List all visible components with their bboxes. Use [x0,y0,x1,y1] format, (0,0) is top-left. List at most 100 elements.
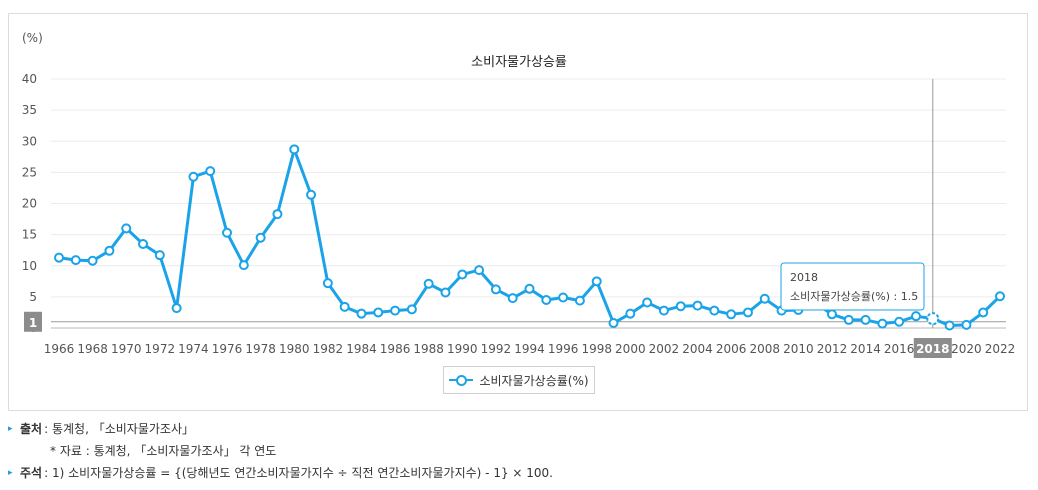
bullet-icon: ▸ [8,468,13,478]
data-point [255,232,266,243]
x-tick-label: 1992 [481,342,512,356]
tooltip-value: 소비자물가상승률(%) : 1.5 [790,290,918,303]
data-point [205,166,216,177]
data-point [222,227,233,238]
data-point [272,209,283,220]
source-text: : 통계청, 「소비자물가조사」 [44,422,194,436]
x-tick-label: 1988 [413,342,444,356]
data-point [574,295,585,306]
x-tick-label: 1994 [514,342,545,356]
x-tick-label: 1966 [44,342,75,356]
y-tick-label: 15 [22,228,37,242]
chart-notes: ▸ 출처 : 통계청, 「소비자물가조사」 * 자료 : 통계청, 「소비자물가… [8,418,553,484]
y-tick-label: 35 [22,103,37,117]
data-point [709,305,720,316]
data-point [322,278,333,289]
y-tick-label: 10 [22,259,37,273]
data-point [642,297,653,308]
x-tick-label: 2020 [951,342,982,356]
x-tick-label: 1976 [212,342,243,356]
data-point [490,284,501,295]
data-point [440,287,451,298]
data-point [188,171,199,182]
tooltip-box [780,262,925,311]
data-point [961,319,972,330]
x-tick-label: 1974 [178,342,209,356]
data-point [507,293,518,304]
data-point [926,312,940,326]
data-point [726,309,737,320]
highlight-year-badge [913,338,952,358]
reference-line-badge [24,311,42,332]
data-point [877,318,888,329]
chart-legend[interactable]: 소비자물가상승률(%) [443,366,595,394]
y-tick-label: 5 [29,290,37,304]
bullet-icon: ▸ [8,424,13,434]
data-point [356,308,367,319]
x-tick-label: 1980 [279,342,310,356]
x-tick-label: 1984 [346,342,377,356]
x-tick-label: 2008 [749,342,780,356]
data-point [390,305,401,316]
y-tick-label: 40 [22,72,37,86]
x-tick-label: 2006 [716,342,747,356]
data-point [608,318,619,329]
data-point [742,307,753,318]
data-point [978,307,989,318]
x-tick-label: 1970 [111,342,142,356]
data-point [171,303,182,314]
x-tick-label: 2012 [817,342,848,356]
data-point [104,245,115,256]
data-point [423,278,434,289]
data-point [524,283,535,294]
data-point [339,301,350,312]
source-note: ▸ 출처 : 통계청, 「소비자물가조사」 [8,418,553,440]
data-point [675,301,686,312]
data-point [54,252,64,263]
data-point [894,316,905,327]
reference-line-label: 1 [29,316,37,330]
data-point [289,144,300,155]
x-tick-label: 2022 [985,342,1016,356]
material-text: * 자료 : 통계청, 「소비자물가조사」 각 연도 [50,444,277,458]
y-tick-label: 25 [22,165,37,179]
x-tick-label: 1986 [380,342,411,356]
data-point [692,300,703,311]
data-point [843,314,854,325]
data-point [558,292,569,303]
legend-line-marker-icon [449,374,474,386]
footnote-key: 주석 [20,466,43,480]
y-tick-label: 20 [22,197,37,211]
data-point [70,255,81,266]
x-tick-label: 1990 [447,342,478,356]
data-point [860,314,871,325]
y-axis-unit: (%) [22,31,43,45]
x-tick-label: 1982 [313,342,344,356]
data-point [138,238,149,249]
data-point [154,250,165,261]
data-point [625,308,636,319]
x-tick-label: 2002 [649,342,680,356]
x-tick-label: 2014 [850,342,881,356]
x-tick-label: 2018 [916,342,949,356]
legend-label: 소비자물가상승률(%) [479,373,589,388]
x-tick-label: 2004 [682,342,713,356]
line-chart: 0510152025303540119661968197019721974197… [22,72,1016,358]
x-tick-label: 1998 [581,342,612,356]
data-point [541,294,552,305]
source-key: 출처 [20,422,43,436]
data-point [121,223,132,234]
chart-title: 소비자물가상승률 [471,55,567,70]
data-point [591,276,602,287]
x-tick-label: 1968 [77,342,108,356]
data-point [87,255,98,266]
x-tick-label: 1996 [548,342,579,356]
x-tick-label: 2000 [615,342,646,356]
data-point [910,311,921,322]
data-point [474,265,485,276]
x-tick-label: 1972 [145,342,176,356]
data-point [406,304,417,315]
data-point [944,320,955,331]
data-point [238,260,249,271]
tooltip-year: 2018 [790,271,818,284]
